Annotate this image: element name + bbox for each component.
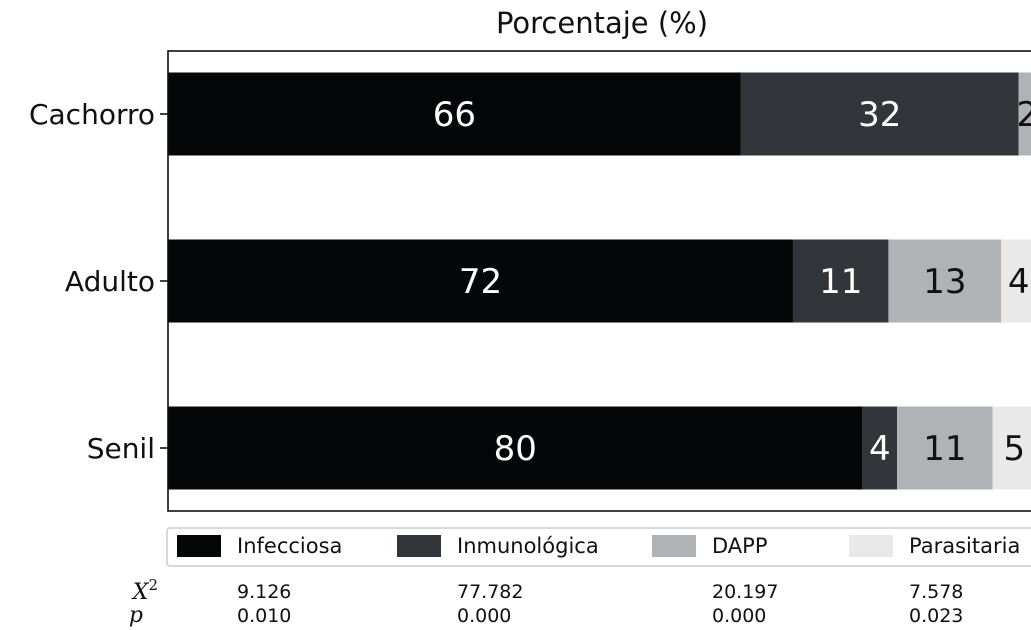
bar-adulto-dapp (888, 239, 1002, 323)
p-value: 0.000 (457, 605, 511, 627)
p-value: 0.010 (237, 605, 291, 627)
bar-cachorro-infecciosa (168, 72, 741, 156)
data-label: 66 (433, 95, 476, 135)
data-label: 4 (869, 429, 891, 469)
stats-table: X2 p 9.1260.01077.7820.00020.1970.0007.5… (129, 576, 964, 628)
data-label: 2 (1016, 95, 1031, 135)
plot-area: 66 32 2 72 11 13 4 80 4 11 5 (168, 72, 1031, 490)
legend-swatch (652, 535, 696, 557)
legend-label: Parasitaria (909, 534, 1020, 558)
data-label: 32 (858, 95, 901, 135)
data-label: 80 (494, 429, 537, 469)
legend-label: Infecciosa (237, 534, 342, 558)
legend-swatch (849, 535, 893, 557)
chi2-value: 7.578 (909, 581, 963, 603)
data-label: 13 (923, 262, 966, 302)
chi2-value: 9.126 (237, 581, 291, 603)
y-tick-label: Senil (87, 432, 155, 465)
bar-senil-dapp (897, 406, 993, 490)
data-label: 5 (1003, 429, 1025, 469)
bar-adulto-infecciosa (168, 239, 793, 323)
chart-title: Porcentaje (%) (496, 6, 708, 40)
legend-swatch (397, 535, 441, 557)
bar-cachorro-inmunológica (740, 72, 1019, 156)
chi2-value: 77.782 (457, 581, 523, 603)
chi2-label: X2 (131, 576, 158, 605)
bar-senil-inmunológica (862, 406, 898, 490)
bar-senil-parasitaria (992, 406, 1031, 490)
data-label: 11 (923, 429, 966, 469)
p-value: 0.000 (712, 605, 766, 627)
chi2-value: 20.197 (712, 581, 778, 603)
y-axis: Cachorro Adulto Senil (29, 98, 168, 465)
legend-label: DAPP (712, 534, 768, 558)
y-tick-label: Cachorro (29, 98, 155, 131)
data-label: 4 (1008, 262, 1030, 302)
bar-adulto-parasitaria (1001, 239, 1031, 323)
bar-senil-infecciosa (168, 406, 863, 490)
data-label: 72 (459, 262, 502, 302)
legend-label: Inmunológica (457, 534, 599, 558)
bar-adulto-inmunológica (792, 239, 889, 323)
y-tick-label: Adulto (65, 265, 155, 298)
legend-swatch (177, 535, 221, 557)
legend: Infecciosa Inmunológica DAPP Parasitaria (166, 527, 1031, 567)
p-value: 0.023 (909, 605, 963, 627)
data-label: 11 (819, 262, 862, 302)
p-label: p (129, 603, 143, 628)
bar-cachorro-dapp (1018, 72, 1031, 156)
legend-frame (166, 527, 1031, 567)
